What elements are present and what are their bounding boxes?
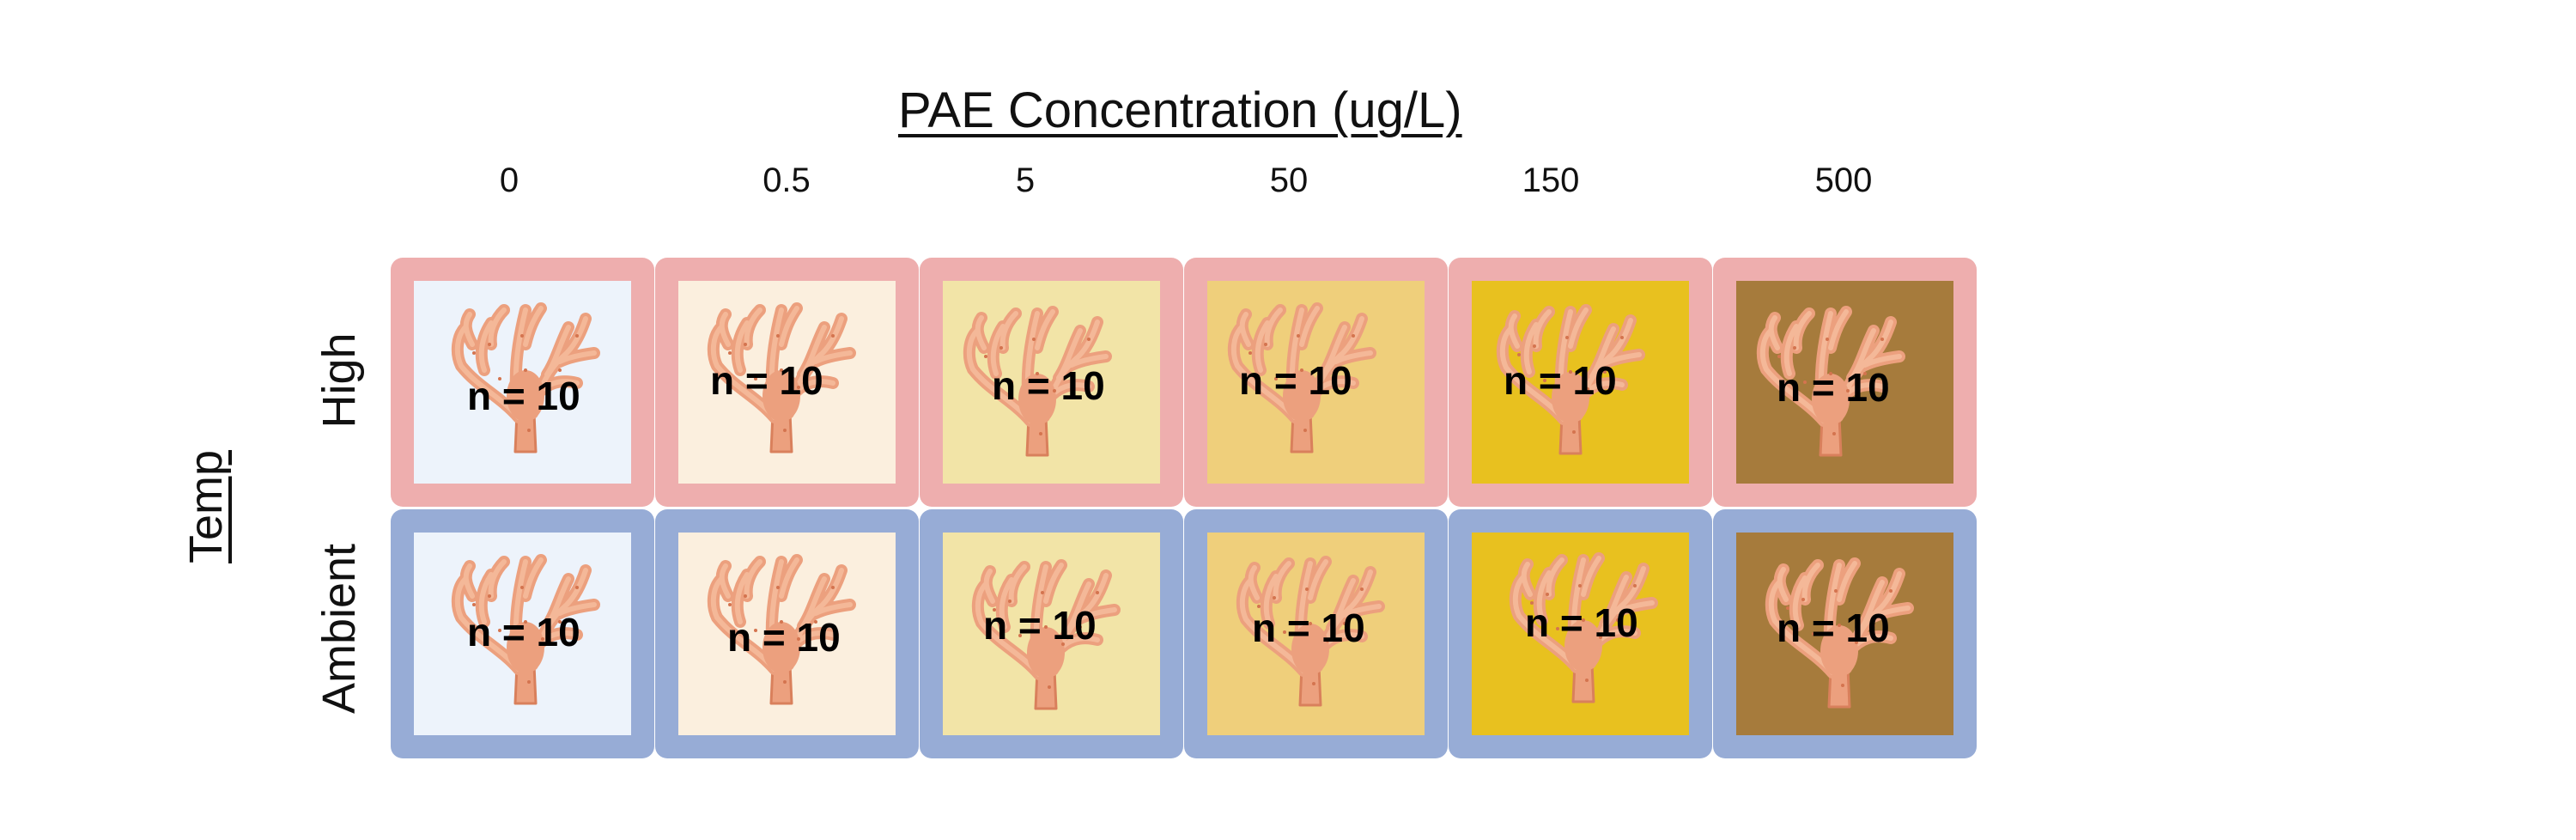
- sample-size-label: n = 10: [1252, 606, 1365, 650]
- sample-size-label: n = 10: [1777, 606, 1890, 650]
- treatment-cell: n = 10: [920, 258, 1183, 507]
- concentration-swatch: n = 10: [678, 281, 896, 484]
- concentration-swatch: n = 10: [1736, 533, 1953, 735]
- concentration-label-4: 150: [1522, 161, 1580, 199]
- treatment-cell: n = 10: [1449, 509, 1712, 758]
- treatment-cell: n = 10: [391, 509, 654, 758]
- concentration-swatch: n = 10: [678, 533, 896, 735]
- sample-size-label: n = 10: [1525, 600, 1638, 645]
- treatment-cell: n = 10: [1713, 258, 1977, 507]
- concentration-label-5: 500: [1814, 161, 1873, 199]
- treatment-cell: n = 10: [1184, 509, 1448, 758]
- row-label-high: High: [313, 332, 365, 429]
- sample-size-label: n = 10: [710, 358, 823, 403]
- concentration-swatch: n = 10: [1472, 533, 1689, 735]
- treatment-cell: n = 10: [655, 258, 919, 507]
- concentration-label-2: 5: [1015, 161, 1036, 199]
- concentration-swatch: n = 10: [414, 533, 631, 735]
- concentration-swatch: n = 10: [943, 281, 1160, 484]
- temp-axis-title: Temp: [180, 449, 232, 564]
- treatment-cell: n = 10: [1449, 258, 1712, 507]
- sample-size-label: n = 10: [727, 615, 841, 660]
- concentration-swatch: n = 10: [414, 281, 631, 484]
- diagram-title: PAE Concentration (ug/L): [898, 82, 1462, 138]
- treatment-cell: n = 10: [1713, 509, 1977, 758]
- treatment-cell: n = 10: [920, 509, 1183, 758]
- sample-size-label: n = 10: [992, 363, 1105, 408]
- sample-size-label: n = 10: [1504, 358, 1617, 403]
- concentration-swatch: n = 10: [1736, 281, 1953, 484]
- treatment-cell: n = 10: [1184, 258, 1448, 507]
- sample-size-label: n = 10: [1777, 365, 1890, 410]
- concentration-label-1: 0.5: [762, 161, 811, 199]
- sample-size-label: n = 10: [1239, 358, 1352, 403]
- concentration-swatch: n = 10: [1472, 281, 1689, 484]
- concentration-swatch: n = 10: [1207, 281, 1425, 484]
- treatment-cell: n = 10: [655, 509, 919, 758]
- concentration-swatch: n = 10: [1207, 533, 1425, 735]
- row-label-ambient: Ambient: [313, 543, 365, 715]
- concentration-swatch: n = 10: [943, 533, 1160, 735]
- sample-size-label: n = 10: [467, 610, 580, 654]
- sample-size-label: n = 10: [467, 374, 580, 418]
- concentration-label-3: 50: [1269, 161, 1309, 199]
- sample-size-label: n = 10: [983, 603, 1097, 648]
- concentration-label-0: 0: [499, 161, 519, 199]
- treatment-cell: n = 10: [391, 258, 654, 507]
